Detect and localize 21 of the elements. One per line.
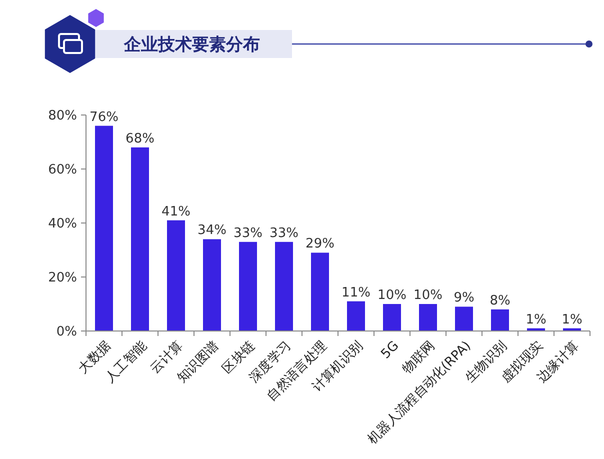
data-label: 1% [526,312,546,328]
data-label: 41% [162,204,190,220]
data-label: 33% [234,226,262,241]
data-label: 9% [454,290,474,306]
data-label: 29% [306,236,334,252]
title: 企业技术要素分布 [124,35,260,55]
y-tick-label: 0% [56,324,77,340]
data-label: 10% [378,288,406,303]
data-label: 8% [490,293,510,308]
data-label: 76% [90,110,118,125]
y-tick-label: 20% [48,270,77,286]
x-tick-label: 5G [378,338,402,362]
data-label: 68% [126,131,154,146]
data-label: 10% [414,288,442,303]
data-label: 33% [270,226,298,241]
y-tick-label: 40% [48,216,77,232]
data-label: 34% [198,223,226,238]
y-tick-label: 60% [48,162,77,178]
data-label: 1% [562,312,582,328]
y-tick-label: 80% [48,108,77,124]
data-label: 11% [342,285,370,300]
